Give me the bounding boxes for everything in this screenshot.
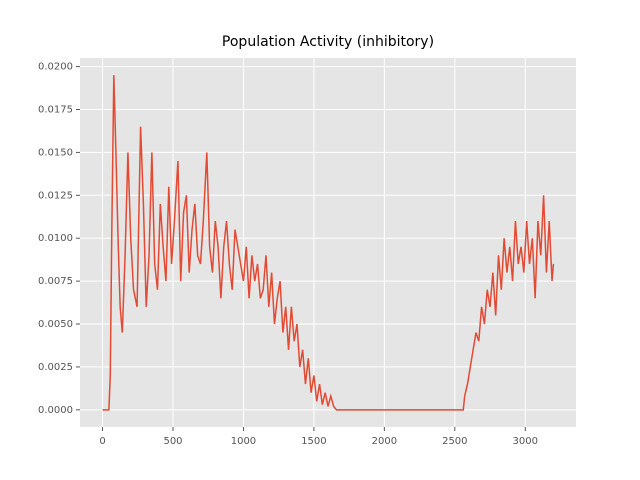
chart-title: Population Activity (inhibitory): [222, 34, 434, 50]
data-line: [102, 75, 555, 411]
y-tick-label: 0.0050: [38, 319, 73, 330]
y-tick-label: 0.0025: [38, 362, 73, 373]
y-tick-label: 0.0150: [38, 147, 73, 158]
x-tick-label: 2000: [372, 436, 397, 447]
y-tick-label: 0.0100: [38, 233, 73, 244]
x-tick-label: 0: [99, 436, 105, 447]
y-tick-label: 0.0000: [38, 405, 73, 416]
x-tick-label: 1000: [231, 436, 256, 447]
y-tick-label: 0.0175: [38, 104, 73, 115]
x-tick-label: 500: [163, 436, 182, 447]
y-tick-label: 0.0125: [38, 190, 73, 201]
x-tick-label: 3000: [513, 436, 538, 447]
x-tick-label: 1500: [301, 436, 326, 447]
y-tick-label: 0.0075: [38, 276, 73, 287]
x-tick-label: 2500: [442, 436, 467, 447]
y-tick-label: 0.0200: [38, 62, 73, 73]
